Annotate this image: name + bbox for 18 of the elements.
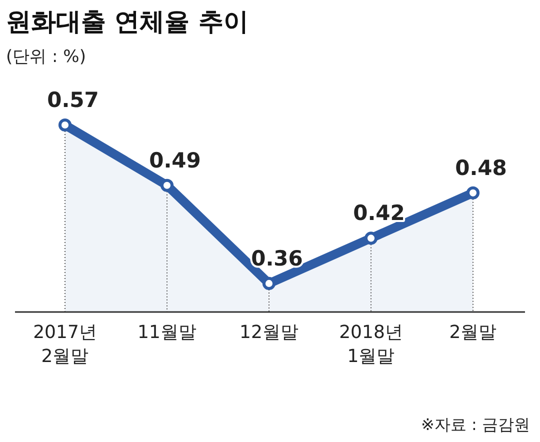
data-label: 0.48 — [455, 156, 507, 180]
point — [364, 232, 378, 245]
chart-subtitle: (단위 : %) — [6, 47, 86, 67]
x-tick-label: 2018년 1월말 — [339, 322, 403, 367]
data-label: 0.57 — [47, 88, 99, 112]
point — [466, 186, 480, 200]
point — [58, 118, 72, 132]
point — [160, 178, 174, 192]
data-label: 0.36 — [251, 246, 303, 270]
x-tick-label: 2017년 2월말 — [33, 322, 97, 367]
x-tick-label: 11월말 — [138, 322, 196, 343]
x-tick-label: 2월말 — [449, 322, 497, 343]
data-label: 0.42 — [353, 201, 405, 226]
annotation: ※자료 : 금감원 — [421, 415, 530, 434]
point — [262, 276, 276, 290]
data-label: 0.49 — [149, 148, 201, 172]
chart-title: 원화대출 연체율 추이 — [6, 7, 248, 36]
x-tick-label: 12월말 — [240, 322, 298, 343]
